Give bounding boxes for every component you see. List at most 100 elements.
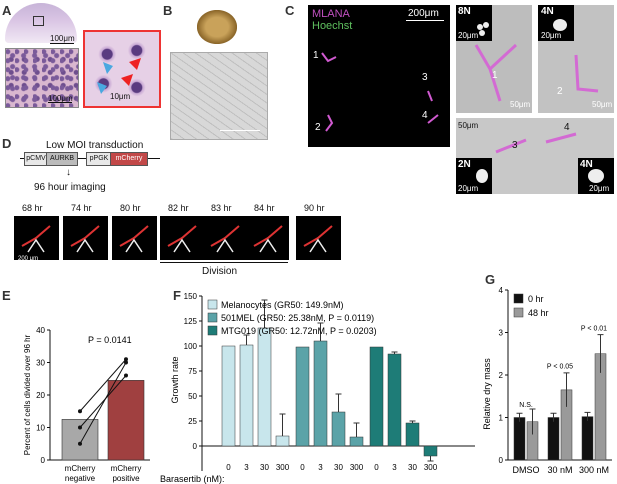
legend-label: 501MEL (GR50: 25.38nM, P = 0.0119) <box>221 313 374 323</box>
cell-number: 4 <box>564 122 570 133</box>
scale-label: 50μm <box>458 121 479 130</box>
x-tick-label: 3 <box>392 463 397 472</box>
bar <box>387 353 402 447</box>
x-category-label: mCherry <box>65 464 96 473</box>
y-tick-label: 4 <box>499 286 504 295</box>
cell-number: 2 <box>557 86 563 97</box>
data-point <box>124 357 128 362</box>
construct-mcherry: mCherry <box>110 152 148 166</box>
data-point <box>78 425 82 430</box>
panel-label-e: E <box>2 288 11 303</box>
y-tick-label: 30 <box>36 359 45 368</box>
cell-number: 3 <box>512 140 518 151</box>
panel-label-g: G <box>485 272 496 287</box>
scale-label: 100μm <box>48 94 73 103</box>
timepoint-label: 82 hr <box>168 203 189 213</box>
red-arrow-icon <box>121 74 133 86</box>
y-tick-label: 3 <box>499 329 504 338</box>
bar <box>221 345 236 447</box>
timelapse-frame <box>14 216 59 260</box>
y-tick-label: 10 <box>36 424 45 433</box>
x-tick-label: 30 nM <box>547 465 572 475</box>
timelapse-frame <box>203 216 246 260</box>
x-tick-label: 300 <box>424 463 438 472</box>
timelapse-frame <box>112 216 157 260</box>
scale-label: 50μm <box>510 100 531 109</box>
construct-aurkb: AURKB <box>46 152 78 166</box>
significance-label: N.S. <box>519 402 533 409</box>
construct-ppgk: pPGK <box>86 152 112 166</box>
paired-line <box>79 362 127 444</box>
scale-bar <box>50 43 74 44</box>
bar <box>405 422 420 447</box>
y-tick-label: 100 <box>184 342 198 351</box>
paired-line <box>79 358 127 412</box>
tissue-highmag-image <box>83 30 161 108</box>
chart-e: 0 10 20 30 40 P = 0.0141 Percent of cells divi… <box>23 326 150 483</box>
legend-swatch <box>513 307 524 318</box>
x-category-label: negative <box>65 474 96 483</box>
scale-label: 200 μm <box>18 256 39 262</box>
timelapse-frame <box>63 216 108 260</box>
y-tick-label: 50 <box>188 392 197 401</box>
cell-markers <box>321 52 439 132</box>
channel-label-hoechst: Hoechst <box>312 20 353 32</box>
y-tick-label: 2 <box>499 371 504 380</box>
timelapse-frame <box>246 216 289 260</box>
down-arrow-icon: ↓ <box>66 167 71 178</box>
legend-swatch <box>513 293 524 304</box>
panel-label-d: D <box>2 136 12 151</box>
panel-label-f: F <box>173 288 181 303</box>
scale-label: 20μm <box>541 31 562 40</box>
tissue-magnified-image <box>5 48 79 108</box>
legend-swatch <box>207 312 218 323</box>
data-point <box>78 441 82 446</box>
panel-label-b: B <box>163 3 173 18</box>
bar <box>239 344 254 447</box>
timepoint-label: 80 hr <box>120 203 141 213</box>
red-arrow-icon <box>129 58 141 70</box>
x-tick-label: 0 <box>226 463 231 472</box>
timepoint-label: 84 hr <box>254 203 275 213</box>
x-axis-label: Barasertib (nM): <box>160 474 225 484</box>
cell-process <box>553 19 599 93</box>
legend-label: Melanocytes (GR50: 149.9nM) <box>221 300 344 310</box>
scale-label: 10μm <box>110 92 131 101</box>
timepoint-label: 68 hr <box>22 203 43 213</box>
y-tick-label: 1 <box>499 414 504 423</box>
cell-number: 4 <box>422 110 428 121</box>
bar <box>581 416 594 461</box>
ploidy-label: 4N <box>541 6 554 17</box>
arrow-markers <box>97 58 141 94</box>
timepoint-label: 90 hr <box>304 203 325 213</box>
bar <box>61 419 99 461</box>
x-tick-label: 0 <box>374 463 379 472</box>
x-tick-label: 3 <box>318 463 323 472</box>
scale-label: 20μm <box>458 31 479 40</box>
cell-process <box>476 132 604 183</box>
cell-number: 3 <box>422 72 428 83</box>
bar <box>275 435 290 447</box>
bar <box>423 445 438 457</box>
scale-label: 50μm <box>592 100 613 109</box>
scale-label: 20μm <box>458 184 479 193</box>
bar <box>295 346 310 447</box>
paired-line <box>79 375 127 428</box>
ploidy-label: 8N <box>458 6 471 17</box>
timelapse-frame <box>160 216 203 260</box>
division-bracket <box>160 262 288 263</box>
significance-label: P < 0.01 <box>581 325 607 332</box>
data-point <box>78 409 82 414</box>
bar <box>547 417 560 461</box>
x-tick-label: 300 nM <box>579 465 609 475</box>
ploidy-label: 4N <box>580 159 593 170</box>
chart-g: 0 1 2 3 4 Relative dry mass DMSO 30 nM 300 nM N.S… <box>482 286 612 475</box>
culture-phase-image <box>170 52 268 140</box>
construct-pcmv: pCMV <box>24 152 48 166</box>
y-tick-label: 20 <box>36 391 45 400</box>
cell-number: 1 <box>313 50 319 61</box>
legend-label: 48 hr <box>528 308 549 318</box>
channel-label-mlana: MLANA <box>312 8 350 20</box>
imaging-label: 96 hour imaging <box>34 182 106 193</box>
